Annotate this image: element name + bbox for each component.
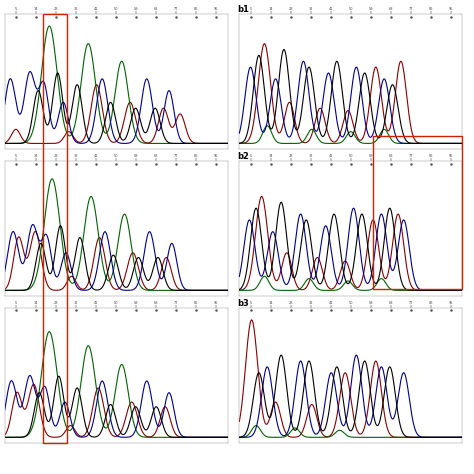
Text: b3: b3 bbox=[237, 299, 249, 308]
Text: b1: b1 bbox=[237, 5, 249, 14]
Text: b2: b2 bbox=[237, 152, 249, 161]
